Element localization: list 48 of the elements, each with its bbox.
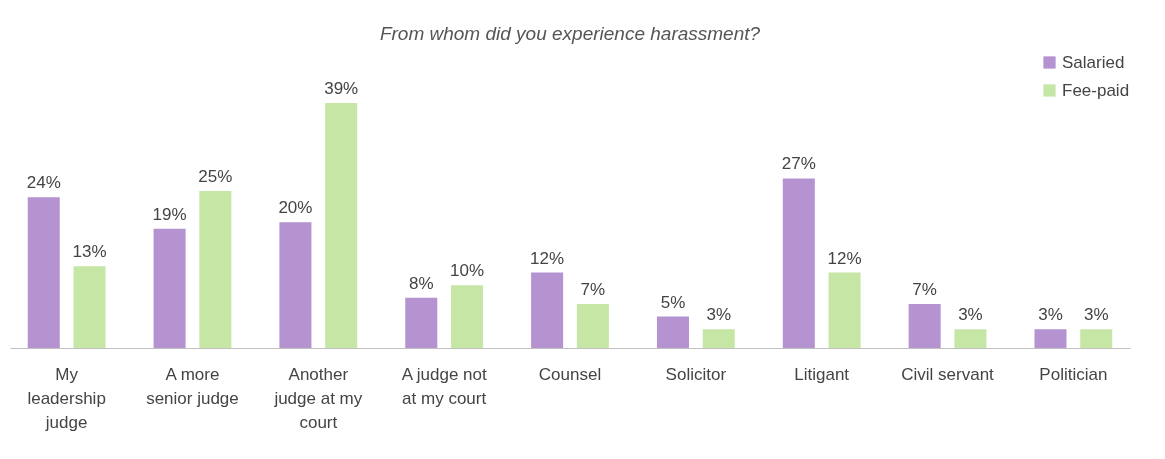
bar [702,329,735,348]
bar [908,304,941,348]
x-tick-label: A judge not at my court [401,364,487,408]
x-tick-label: Another judge at my court [273,364,363,432]
x-tick-label: A more senior judge [146,364,239,408]
data-label: 7% [580,280,606,300]
bar [828,272,861,348]
legend-label: Fee-paid [1062,80,1130,100]
bar [279,222,312,348]
data-label: 3% [706,305,732,325]
data-label: 10% [450,261,485,281]
data-label: 19% [152,204,187,224]
data-label: 5% [660,292,686,312]
bar [954,329,987,348]
bar [405,297,438,348]
bar [1034,329,1067,348]
data-label: 27% [781,154,816,174]
bar [153,228,186,348]
bar [1080,329,1113,348]
chart-title: From whom did you experience harassment? [379,23,761,44]
x-tick-label: My leadership judge [27,364,106,432]
bar [27,197,60,348]
data-label: 20% [278,198,313,218]
bar [199,190,232,348]
bar [531,272,564,348]
x-tick-label: Counsel [538,364,602,384]
data-label: 8% [408,273,434,293]
legend-label: Salaried [1062,52,1125,72]
x-tick-label: Politician [1039,364,1108,384]
bar [451,285,484,348]
data-label: 12% [827,248,862,268]
data-label: 3% [958,305,983,325]
data-label: 39% [324,79,359,98]
bar [656,316,689,348]
data-label: 3% [1038,305,1063,325]
data-label: 13% [72,242,107,262]
data-label: 3% [1083,305,1109,325]
data-label: 7% [912,280,937,300]
bar [325,103,358,348]
bar [73,266,106,348]
data-label: 12% [530,248,565,268]
x-tick-label: Solicitor [665,364,727,384]
bar [782,178,815,348]
x-tick-label: Litigant [794,364,850,384]
bar [576,304,609,348]
data-label: 24% [26,173,61,193]
x-tick-label: Civil servant [901,364,995,384]
data-label: 25% [198,166,233,186]
